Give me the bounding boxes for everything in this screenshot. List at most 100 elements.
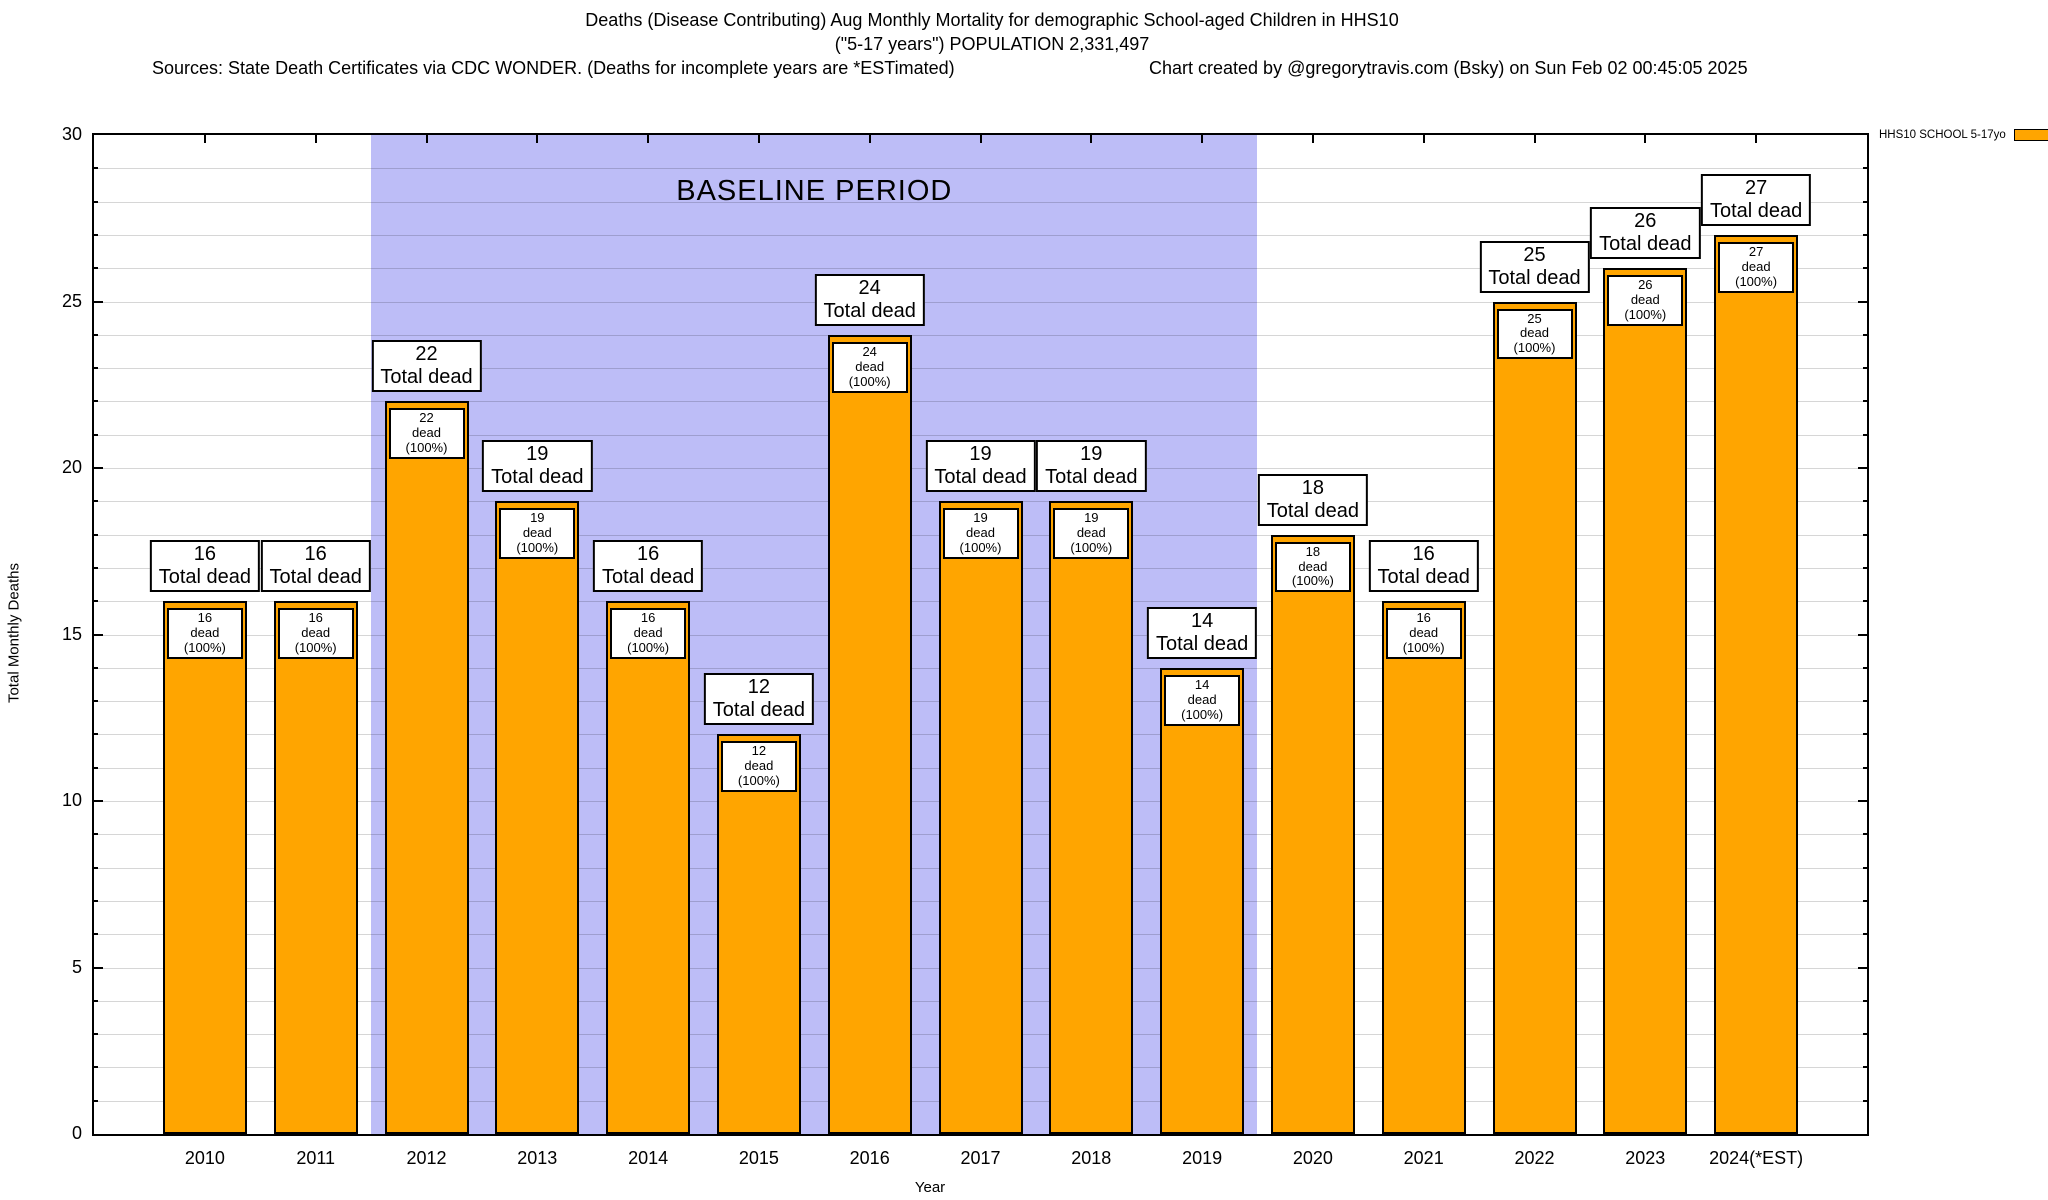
x-axis-top-tick: [1311, 135, 1314, 143]
y-axis-tick: [94, 633, 103, 636]
y-axis-tick: [1858, 300, 1867, 303]
y-axis-tick: [1858, 467, 1867, 469]
y-axis-tick: [1863, 233, 1867, 236]
gridline: [94, 301, 1867, 303]
bar-total-value: 14: [1190, 609, 1214, 632]
y-axis-tick: [94, 866, 98, 869]
bar-total-label: 12 Total dead: [703, 673, 815, 726]
y-tick-label: 15: [61, 623, 82, 644]
y-axis-tick: [94, 167, 98, 170]
gridline: [94, 334, 1867, 336]
x-axis-top-tick: [1755, 135, 1758, 143]
bar-total-value: 27: [1744, 176, 1768, 199]
bar-total-label: 16 Total dead: [1368, 540, 1479, 593]
y-axis-tick: [1863, 1033, 1867, 1036]
x-axis-top-tick: [979, 135, 982, 143]
bar-inner-suffix: dead (100%): [1624, 292, 1667, 323]
y-axis-tick: [1858, 800, 1867, 802]
bar-total-suffix: Total dead: [1377, 566, 1470, 589]
y-axis-tick: [94, 933, 98, 936]
y-axis-tick: [94, 300, 103, 303]
bar-total-value: 16: [636, 543, 660, 566]
bar-2013: 19 dead (100%): [495, 501, 580, 1134]
bar-total-label: 22 Total dead: [371, 340, 482, 393]
bar-total-value: 19: [1080, 443, 1103, 466]
gridline: [94, 401, 1867, 403]
bar-inner-suffix: dead (100%): [516, 525, 559, 556]
bar-total-label: 16 Total dead: [260, 540, 371, 593]
bar-total-value: 16: [1412, 543, 1435, 566]
bar-total-suffix: Total dead: [934, 466, 1027, 489]
y-axis-tick: [94, 733, 98, 736]
y-axis-tick: [1863, 666, 1867, 669]
x-tick-label: 2014: [628, 1148, 669, 1168]
x-axis-top-tick: [536, 135, 539, 143]
y-axis-tick: [94, 500, 98, 503]
bar-inner-value: 19: [1084, 510, 1099, 526]
y-axis-tick: [94, 800, 103, 802]
gridline: [94, 268, 1867, 270]
bar-inner-suffix: dead (100%): [848, 358, 891, 389]
bar-inner-value: 18: [1305, 543, 1321, 559]
x-tick-label: 2017: [960, 1148, 1001, 1168]
bar-inner-suffix: dead (100%): [1402, 625, 1445, 656]
gridline: [94, 201, 1867, 203]
bar-total-label: 19 Total dead: [925, 440, 1036, 493]
bar-total-value: 12: [747, 676, 771, 699]
x-tick-label: 2016: [849, 1148, 890, 1168]
x-axis-top-tick: [868, 135, 871, 143]
bar-total-value: 16: [193, 543, 217, 566]
y-axis-tick: [1863, 167, 1867, 170]
y-axis-title: Total Monthly Deaths: [5, 562, 23, 704]
bar-2019: 14 dead (100%): [1160, 667, 1245, 1134]
bar-total-suffix: Total dead: [269, 566, 362, 589]
sources-note: Sources: State Death Certificates via CD…: [152, 58, 955, 78]
y-tick-label: 20: [61, 457, 82, 477]
y-axis-tick: [1863, 733, 1867, 736]
y-tick-label: 0: [71, 1123, 82, 1143]
bar-inner-suffix: dead (100%): [737, 758, 780, 789]
x-tick-label: 2020: [1292, 1148, 1333, 1168]
bar-inner-suffix: dead (100%): [1070, 525, 1113, 556]
x-tick-label: 2021: [1403, 1148, 1444, 1168]
y-axis-tick: [94, 367, 98, 370]
y-axis-tick: [94, 1099, 98, 1102]
y-axis-tick: [1858, 966, 1867, 969]
y-axis-tick: [1858, 633, 1867, 636]
bar-total-label: 18 Total dead: [1257, 473, 1369, 526]
gridline: [94, 434, 1867, 436]
y-axis-tick: [94, 467, 103, 469]
y-tick-label: 10: [61, 790, 82, 810]
x-axis-top-tick: [647, 135, 650, 143]
bar-inner-label: 19 dead (100%): [499, 508, 576, 560]
bar-2018: 19 dead (100%): [1049, 501, 1134, 1134]
y-axis-tick: [94, 333, 98, 336]
y-axis-tick: [1863, 500, 1867, 503]
bar-inner-suffix: dead (100%): [1735, 258, 1778, 289]
bar-2012: 22 dead (100%): [384, 401, 469, 1134]
bar-inner-label: 19 dead (100%): [1053, 508, 1130, 560]
bar-2010: 16 dead (100%): [162, 601, 247, 1134]
y-axis-tick: [94, 700, 98, 703]
x-tick-label: 2011: [296, 1148, 336, 1168]
bar-total-suffix: Total dead: [601, 566, 695, 589]
bar-2016: 24 dead (100%): [827, 334, 912, 1134]
bar-2023: 26 dead (100%): [1603, 268, 1688, 1134]
x-tick-label: 2024(*EST): [1709, 1148, 1804, 1168]
bar-2022: 25 dead (100%): [1492, 301, 1577, 1134]
credit-note: Chart created by @gregorytravis.com (Bsk…: [1149, 58, 1748, 78]
bar-total-label: 16 Total dead: [592, 540, 704, 593]
bar-total-label: 25 Total dead: [1479, 240, 1590, 293]
x-axis-title: Year: [914, 1179, 946, 1196]
baseline-period-label: BASELINE PERIOD: [676, 175, 953, 207]
bar-total-suffix: Total dead: [1709, 199, 1803, 222]
y-axis-tick: [94, 833, 98, 836]
bar-total-label: 24 Total dead: [814, 273, 925, 326]
bar-inner-suffix: dead (100%): [959, 525, 1002, 556]
y-axis-tick: [1863, 566, 1867, 569]
y-axis-tick: [1863, 833, 1867, 836]
x-axis-top-tick: [1533, 135, 1536, 143]
y-axis-tick: [94, 999, 98, 1002]
bar-2024(*EST): 27 dead (100%): [1714, 234, 1799, 1134]
x-tick-label: 2023: [1625, 1148, 1666, 1168]
